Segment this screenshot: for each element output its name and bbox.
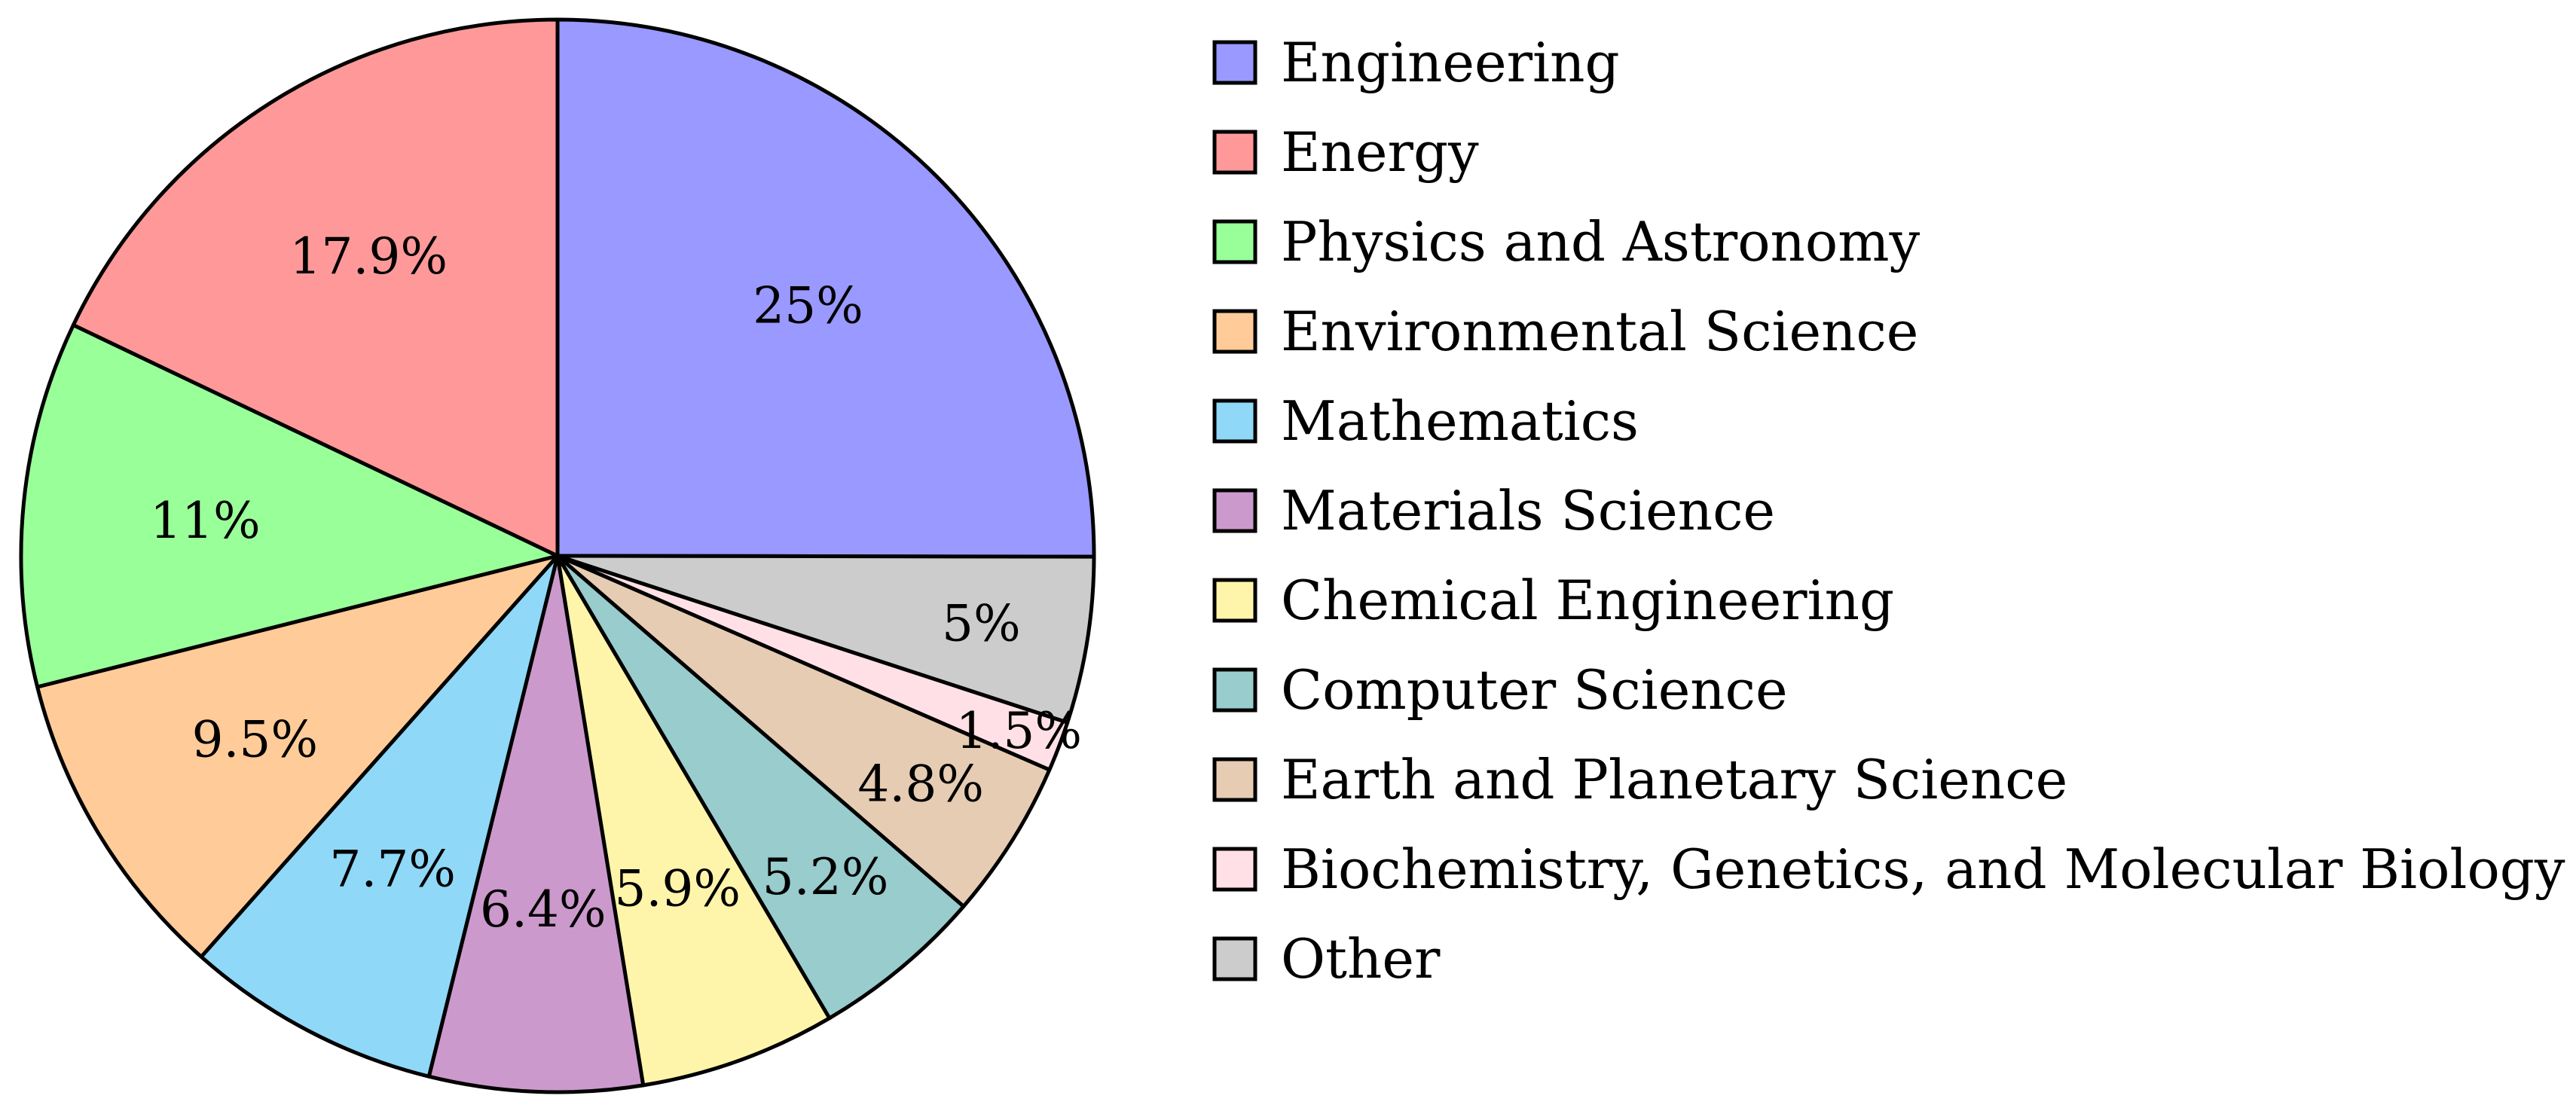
legend-label: Computer Science: [1281, 658, 1788, 722]
pie-slice: [555, 17, 1096, 559]
pie-slice: [555, 554, 1052, 908]
pie-slice: [555, 554, 832, 1088]
legend-swatch: [1212, 936, 1257, 981]
legend-label: Physics and Astronomy: [1281, 210, 1921, 273]
legend-label: Chemical Engineering: [1281, 569, 1894, 632]
legend-swatch: [1212, 398, 1257, 444]
slice-value-label: 1.5%: [955, 702, 1082, 760]
legend-swatch: [1212, 757, 1257, 802]
pie-slice: [71, 17, 560, 558]
legend-label: Mathematics: [1281, 389, 1639, 453]
legend-label: Biochemistry, Genetics, and Molecular Bi…: [1281, 838, 2565, 901]
slice-value-label: 5%: [942, 595, 1021, 653]
legend-label: Energy: [1281, 121, 1479, 184]
pie-slice: [555, 554, 1096, 725]
pie-slice: [426, 554, 646, 1094]
slice-value-label: 6.4%: [480, 881, 607, 939]
legend: Engineering Energy Physics and Astronomy En…: [1212, 31, 2565, 990]
legend-swatch: [1212, 219, 1257, 264]
legend-label: Earth and Planetary Science: [1281, 748, 2067, 811]
legend-swatch: [1212, 309, 1257, 354]
slice-value-label: 11%: [150, 492, 261, 550]
legend-swatch: [1212, 488, 1257, 533]
legend-swatch: [1212, 40, 1257, 85]
legend-swatch: [1212, 847, 1257, 892]
legend-label: Environmental Science: [1281, 300, 1918, 363]
slice-value-label: 17.9%: [289, 227, 448, 285]
legend-label: Materials Science: [1281, 479, 1775, 542]
legend-swatch: [1212, 667, 1257, 713]
pie-slices: [19, 17, 1096, 1094]
pie-slice-labels: 25% 5% 1.5%4.8% 5.2% 5.9%6.4% 7.7% 9.5% 11% 17.9…: [150, 227, 1082, 939]
slice-value-label: 7.7%: [329, 840, 456, 898]
pie-slice: [199, 554, 560, 1079]
pie-slice: [19, 323, 560, 689]
slice-value-label: 25%: [753, 277, 863, 335]
slice-value-label: 4.8%: [857, 755, 984, 813]
slice-value-label: 5.2%: [762, 848, 889, 906]
pie-slice: [555, 554, 966, 1021]
legend-label: Other: [1281, 927, 1441, 990]
legend-swatch: [1212, 578, 1257, 623]
slice-value-label: 5.9%: [614, 860, 741, 918]
legend-swatch: [1212, 130, 1257, 175]
slice-value-label: 9.5%: [191, 710, 318, 768]
legend-label: Engineering: [1281, 31, 1620, 94]
